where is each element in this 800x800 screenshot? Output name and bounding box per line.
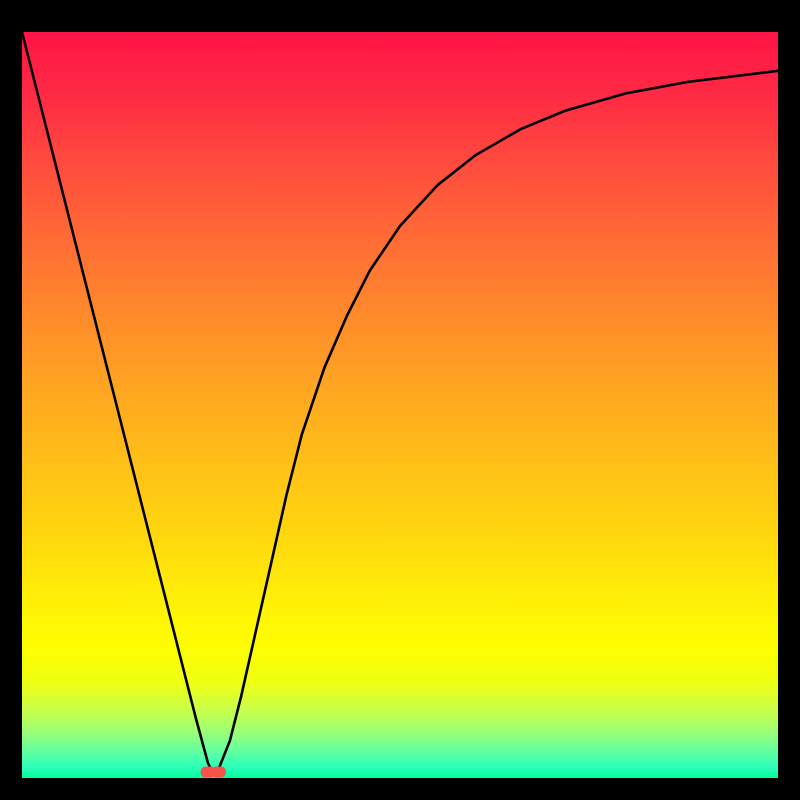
frame-border-bottom: [0, 778, 800, 800]
chart-container: TheBottlenecker.com: [0, 0, 800, 800]
frame-border-right: [778, 0, 800, 800]
plot-area: [22, 32, 778, 778]
frame-border-left: [0, 0, 22, 800]
watermark-text: TheBottlenecker.com: [561, 4, 786, 32]
markers-layer: [22, 32, 778, 778]
marker-point: [212, 767, 226, 777]
chart-frame: [0, 0, 800, 800]
